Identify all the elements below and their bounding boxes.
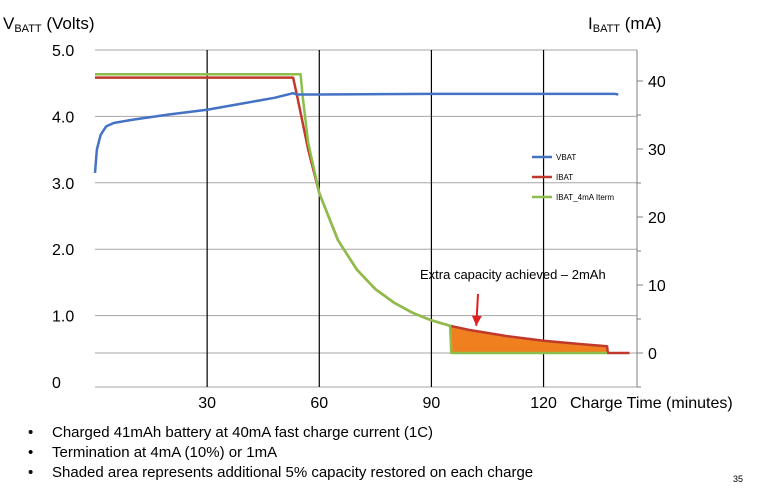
x-tick-label: 60: [310, 395, 328, 412]
right-axis-title-sub: BATT: [592, 23, 621, 35]
chart: 0 1.0 2.0 3.0 4.0 5.0 0 10 20 30 40 30 60 90 120 Charge…: [52, 43, 733, 412]
axes: [636, 50, 643, 388]
series-line-ibat: [95, 76, 630, 355]
bullet-text: Termination at 4mA (10%) or 1mA: [52, 444, 278, 461]
right-tick-label: 20: [648, 210, 666, 227]
left-tick-label: 2.0: [52, 242, 74, 259]
right-tick-label: 10: [648, 278, 666, 295]
bullet-text: Shaded area represents additional 5% cap…: [52, 464, 534, 481]
left-axis-title-sub: BATT: [14, 23, 42, 35]
annotation: Extra capacity achieved – 2mAh: [420, 267, 606, 326]
annotation-label: Extra capacity achieved – 2mAh: [420, 267, 606, 282]
bullet-symbol: •: [28, 464, 34, 481]
bullet-symbol: •: [28, 444, 34, 461]
bullet-item: • Termination at 4mA (10%) or 1mA: [28, 443, 533, 463]
bullet-list: • Charged 41mAh battery at 40mA fast char…: [28, 423, 533, 483]
x-tick-label: 30: [198, 395, 216, 412]
grid: [95, 49, 637, 388]
right-tick-label: 40: [648, 74, 666, 91]
right-tick-label: 30: [648, 142, 666, 159]
bullet-symbol: •: [28, 424, 34, 441]
bullet-text: Charged 41mAh battery at 40mA fast charg…: [52, 424, 434, 441]
series-line-ibat-4ma-iterm: [95, 72, 608, 355]
x-axis-title: Charge Time (minutes): [570, 395, 733, 412]
series-line-vbat: [93, 91, 619, 173]
legend-label-ibat: IBAT: [556, 173, 573, 182]
tick-labels: 0 1.0 2.0 3.0 4.0 5.0 0 10 20 30 40 30 60 90 120 Charge…: [52, 43, 733, 412]
series-layer: [93, 72, 630, 355]
bullet-item: • Shaded area represents additional 5% ca…: [28, 463, 533, 483]
bullet-item: • Charged 41mAh battery at 40mA fast char…: [28, 423, 533, 443]
left-tick-label: 3.0: [52, 176, 74, 193]
right-axis-title-suffix: (mA): [620, 14, 662, 33]
left-tick-label: 1.0: [52, 309, 74, 326]
legend-label-ibat-4ma-iterm: IBAT_4mA Iterm: [556, 193, 614, 202]
annotation-arrow-head: [471, 315, 482, 326]
left-tick-label: 0: [52, 375, 61, 392]
right-axis-title: IBATT (mA): [588, 14, 662, 35]
x-tick-label: 120: [530, 395, 557, 412]
page-number: 35: [733, 474, 744, 484]
left-axis-title-prefix: V: [3, 14, 15, 33]
left-axis-title-suffix: (Volts): [41, 14, 95, 33]
right-axis-title-prefix: I: [588, 14, 593, 33]
legend-label-vbat: VBAT: [556, 153, 576, 162]
left-tick-label: 5.0: [52, 43, 74, 60]
x-tick-label: 90: [423, 395, 441, 412]
legend: VBAT IBAT IBAT_4mA Iterm: [532, 153, 614, 202]
left-tick-label: 4.0: [52, 109, 74, 126]
left-axis-title: VBATT (Volts): [3, 14, 95, 35]
right-tick-label: 0: [648, 346, 657, 363]
